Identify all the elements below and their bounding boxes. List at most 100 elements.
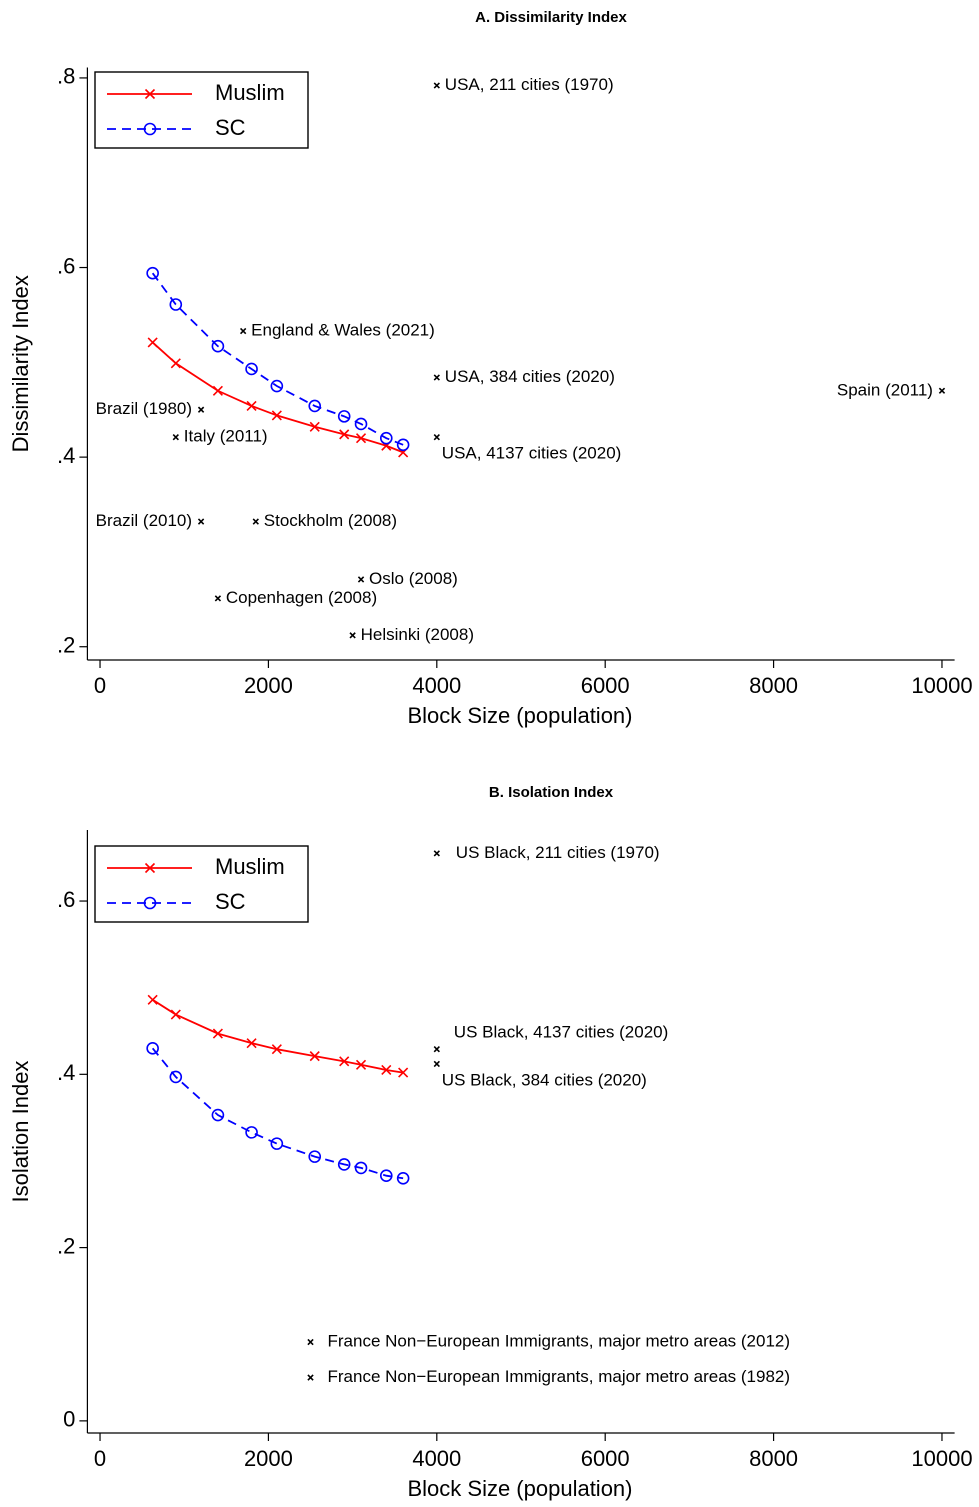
annotation-label: France Non−European Immigrants, major me… (328, 1332, 791, 1351)
legend-box (94, 845, 309, 923)
x-tick-label: 4000 (412, 673, 461, 698)
point (309, 1051, 320, 1062)
x-tick-label: 0 (94, 1446, 106, 1471)
series-line (151, 1047, 404, 1180)
legend-label: Muslim (215, 80, 285, 105)
annotation-label: US Black, 4137 cities (2020) (454, 1023, 668, 1042)
point (146, 266, 159, 280)
y-tick-label: .4 (57, 443, 75, 468)
series-line (152, 999, 404, 1074)
legend-label: SC (215, 889, 246, 914)
point (270, 1137, 284, 1150)
point (339, 429, 350, 440)
x-axis-title: Block Size (population) (407, 703, 632, 728)
x-axis-title: Block Size (population) (407, 1476, 632, 1501)
annotation-label: Copenhagen (2008) (226, 588, 377, 607)
reference-point (307, 1338, 314, 1346)
x-tick-label: 8000 (749, 673, 798, 698)
annotation-label: England & Wales (2021) (251, 321, 435, 340)
x-tick-label: 6000 (581, 1446, 630, 1471)
reference-point (938, 387, 946, 394)
reference-point (239, 327, 247, 335)
reference-point (433, 1046, 440, 1053)
legend-marker (143, 122, 157, 136)
reference-point (433, 1060, 440, 1068)
y-axis-title: Dissimilarity Index (8, 275, 33, 452)
point (355, 1059, 367, 1070)
legend-label: SC (215, 115, 246, 140)
point (146, 1042, 159, 1055)
point (169, 1070, 183, 1084)
y-tick-label: .2 (57, 1233, 75, 1258)
annotation-label: US Black, 384 cities (2020) (442, 1070, 647, 1089)
point (211, 1108, 225, 1122)
x-tick-label: 0 (94, 673, 106, 698)
point (212, 1028, 223, 1039)
annotation-label: Oslo (2008) (369, 569, 458, 588)
reference-point (433, 850, 440, 857)
y-tick-label: .2 (57, 633, 75, 658)
point (245, 1126, 258, 1139)
point (398, 1067, 409, 1078)
x-tick-label: 10000 (911, 1446, 972, 1471)
annotation-label: Italy (2011) (184, 427, 268, 446)
point (170, 1009, 181, 1020)
legend-marker (144, 862, 156, 874)
legend-box (94, 71, 309, 149)
annotation-label: USA, 211 cities (1970) (445, 75, 614, 94)
point (246, 1038, 257, 1049)
annotation-label: Spain (2011) (837, 380, 933, 399)
reference-point (307, 1374, 314, 1381)
point (379, 1169, 393, 1182)
y-tick-label: 0 (63, 1407, 75, 1432)
point (396, 1171, 410, 1185)
annotation-label: USA, 384 cities (2020) (445, 367, 615, 386)
point (211, 339, 225, 353)
annotation-label: France Non−European Immigrants, major me… (328, 1367, 791, 1386)
y-tick-label: .6 (57, 253, 75, 278)
point (245, 362, 258, 376)
point (308, 1150, 322, 1163)
point (169, 298, 183, 311)
y-tick-label: .4 (57, 1060, 75, 1085)
x-tick-label: 8000 (749, 1446, 798, 1471)
annotation-label: Brazil (2010) (96, 511, 192, 530)
x-tick-label: 6000 (581, 673, 630, 698)
reference-point (172, 434, 179, 441)
point (271, 1044, 282, 1055)
point (246, 400, 257, 412)
point (354, 1161, 368, 1175)
series-line (152, 341, 404, 454)
point (339, 1056, 350, 1067)
point (308, 399, 322, 413)
y-axis-title: Isolation Index (8, 1061, 33, 1203)
x-tick-label: 2000 (244, 673, 293, 698)
annotation-label: USA, 4137 cities (2020) (442, 444, 622, 463)
point (147, 994, 158, 1005)
point (355, 433, 367, 444)
point (337, 410, 351, 423)
annotation-label: Helsinki (2008) (361, 625, 474, 644)
point (170, 358, 181, 369)
legend-marker (143, 896, 157, 910)
annotation-label: Brazil (1980) (96, 399, 192, 418)
legend-label: Muslim (215, 854, 285, 879)
point (379, 431, 393, 445)
chart-title: B. Isolation Index (489, 784, 614, 801)
annotation-label: US Black, 211 cities (1970) (456, 843, 660, 862)
reference-point (252, 518, 259, 525)
x-tick-label: 2000 (244, 1446, 293, 1471)
legend-marker (144, 88, 156, 100)
point (147, 337, 158, 348)
reference-point (433, 374, 440, 381)
reference-point (349, 632, 356, 639)
reference-point (214, 595, 222, 602)
reference-point (433, 434, 440, 441)
y-tick-label: .8 (57, 64, 75, 89)
point (309, 421, 320, 432)
x-tick-label: 10000 (911, 673, 972, 698)
point (396, 438, 410, 452)
reference-point (433, 82, 440, 89)
point (270, 379, 284, 393)
